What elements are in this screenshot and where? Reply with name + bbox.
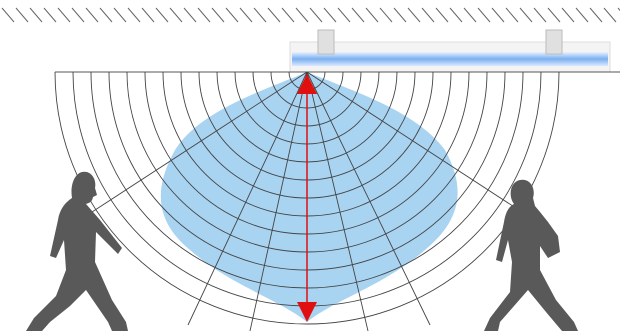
hatch-mark	[365, 7, 379, 23]
hatch-mark	[379, 7, 393, 23]
hatch-mark	[225, 7, 239, 23]
ray	[306, 71, 431, 326]
hatch-mark	[589, 7, 603, 23]
ceiling-hatching	[1, 7, 620, 23]
hatch-mark	[295, 7, 309, 23]
hatch-mark	[239, 7, 253, 23]
hatch-mark	[309, 7, 323, 23]
hatch-mark	[211, 7, 225, 23]
hatch-mark	[183, 7, 197, 23]
hatch-mark	[1, 7, 15, 23]
lamp-mount	[545, 29, 563, 55]
ray	[91, 71, 308, 213]
hatch-mark	[197, 7, 211, 23]
hatch-mark	[169, 7, 183, 23]
hatch-mark	[127, 7, 141, 23]
hatch-mark	[533, 7, 547, 23]
hatch-mark	[575, 7, 589, 23]
hatch-mark	[267, 7, 281, 23]
person-right	[484, 179, 578, 331]
hatch-mark	[449, 7, 463, 23]
detection-zone	[160, 72, 458, 322]
hatch-mark	[337, 7, 351, 23]
hatch-mark	[505, 7, 519, 23]
hatch-mark	[603, 7, 617, 23]
detection-rays	[91, 71, 523, 331]
hatch-mark	[393, 7, 407, 23]
hatch-mark	[491, 7, 505, 23]
ray	[249, 71, 308, 331]
ray	[306, 71, 369, 331]
arrow-head	[297, 74, 317, 94]
hatch-mark	[253, 7, 267, 23]
hatch-mark	[155, 7, 169, 23]
hatch-mark	[435, 7, 449, 23]
hatch-mark	[71, 7, 85, 23]
hatch-mark	[547, 7, 561, 23]
hatch-mark	[477, 7, 491, 23]
hatch-mark	[281, 7, 295, 23]
lamp-tube	[292, 52, 608, 66]
hatch-mark	[407, 7, 421, 23]
hatch-mark	[141, 7, 155, 23]
hatch-mark	[463, 7, 477, 23]
hatch-mark	[29, 7, 43, 23]
hatch-mark	[57, 7, 71, 23]
lamp-mount	[317, 29, 335, 55]
hatch-mark	[519, 7, 533, 23]
arrow-head	[297, 302, 317, 322]
hatch-mark	[323, 7, 337, 23]
person-left	[26, 171, 128, 331]
hatch-mark	[421, 7, 435, 23]
hatch-mark	[43, 7, 57, 23]
range-arrow	[297, 74, 317, 322]
hatch-mark	[113, 7, 127, 23]
ray	[187, 71, 308, 326]
hatch-mark	[15, 7, 29, 23]
hatch-mark	[351, 7, 365, 23]
hatch-mark	[561, 7, 575, 23]
hatch-mark	[99, 7, 113, 23]
ray	[306, 71, 523, 213]
hatch-mark	[85, 7, 99, 23]
